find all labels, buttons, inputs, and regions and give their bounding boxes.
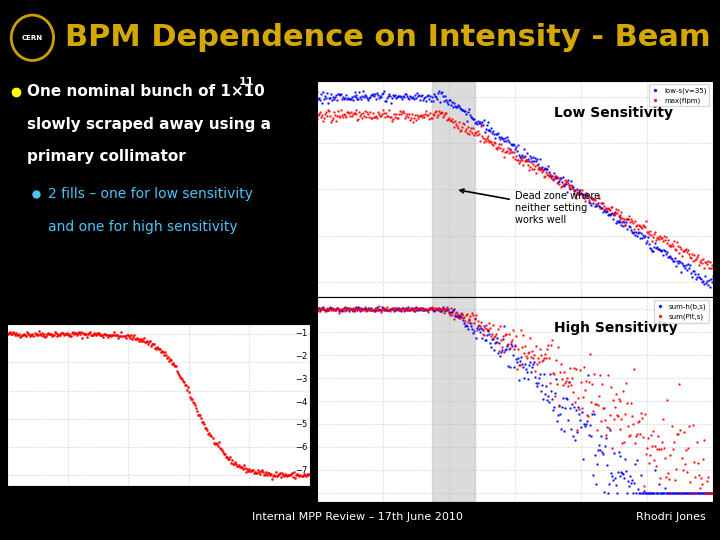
Text: and one for high sensitivity: and one for high sensitivity [48, 220, 237, 234]
Text: primary collimator: primary collimator [27, 149, 186, 164]
Text: Rhodri Jones: Rhodri Jones [636, 512, 706, 522]
Text: High Sensitivity: High Sensitivity [554, 321, 678, 335]
Legend: low-s(v=35), max(flpm): low-s(v=35), max(flpm) [649, 84, 709, 106]
Text: 11: 11 [239, 77, 255, 87]
Bar [432, 297, 475, 502]
Text: One nominal bunch of 1×10: One nominal bunch of 1×10 [27, 84, 265, 99]
Bar [432, 81, 475, 297]
Text: $\times10^{10}$: $\times10^{10}$ [682, 325, 713, 339]
Text: Internal MPP Review – 17th June 2010: Internal MPP Review – 17th June 2010 [252, 512, 463, 522]
Legend: sum-h(b,s), sum(Plt,s): sum-h(b,s), sum(Plt,s) [654, 300, 709, 322]
X-axis label: VR: Time [2010-06-00]: VR: Time [2010-06-00] [119, 507, 198, 514]
Text: slowly scraped away using a: slowly scraped away using a [27, 117, 271, 132]
Text: 2 fills – one for low sensitivity: 2 fills – one for low sensitivity [48, 187, 253, 201]
Text: $\times10^{10}$: $\times10^{10}$ [682, 529, 713, 540]
Text: Low Sensitivity: Low Sensitivity [554, 106, 673, 120]
Text: BPM Dependence on Intensity - Beam 1: BPM Dependence on Intensity - Beam 1 [65, 23, 720, 52]
Text: $\times 10^3$: $\times 10^3$ [10, 310, 33, 323]
Text: CERN: CERN [22, 35, 43, 41]
Text: Dead zone where
neither setting
works well: Dead zone where neither setting works we… [460, 189, 600, 225]
